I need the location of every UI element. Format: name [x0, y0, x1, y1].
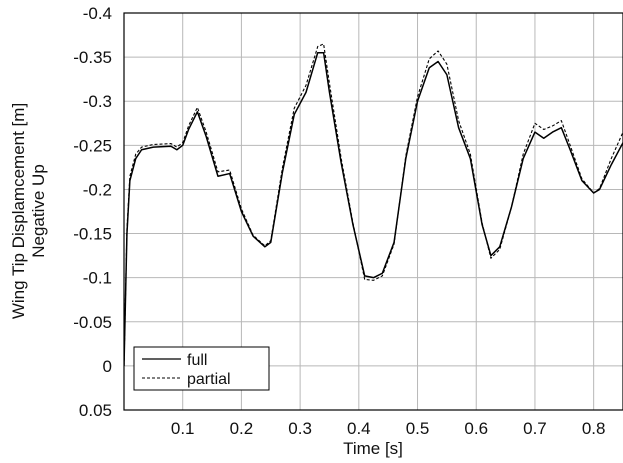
plot-frame: [123, 12, 623, 411]
y-tick-label: -0.15: [73, 225, 112, 244]
y-tick-label: -0.05: [73, 313, 112, 332]
y-tick-label: 0: [103, 357, 112, 376]
x-tick-label: 0.2: [230, 419, 254, 438]
y-tick-label: 0.05: [79, 401, 112, 420]
x-tick-label: 0.3: [288, 419, 312, 438]
y-tick-label: -0.25: [73, 136, 112, 155]
y-tick-label: -0.1: [83, 269, 112, 288]
legend: full partial: [133, 346, 270, 391]
y-tick-labels: -0.4 -0.35 -0.3 -0.25 -0.2 -0.15 -0.1 -0.05 0 0.0…: [73, 4, 112, 420]
y-axis-label: Wing Tip Displamcement [m]: [9, 103, 28, 319]
x-tick-label: 0.4: [347, 419, 371, 438]
series-line-full: [124, 51, 623, 366]
y-tick-label: -0.2: [83, 180, 112, 199]
legend-label-full: full: [187, 352, 207, 369]
series-group: [124, 43, 623, 366]
x-axis-label: Time [s]: [343, 439, 403, 458]
x-tick-label: 0.1: [171, 419, 195, 438]
y-tick-label: -0.35: [73, 48, 112, 67]
legend-label-partial: partial: [187, 371, 231, 388]
x-tick-labels: 0.1 0.2 0.3 0.4 0.5 0.6 0.7 0.8: [171, 419, 606, 438]
x-tick-label: 0.6: [464, 419, 488, 438]
x-tick-label: 0.7: [523, 419, 547, 438]
y-tick-label: -0.3: [83, 92, 112, 111]
x-tick-label: 0.8: [582, 419, 606, 438]
y-axis-label-secondary: Negative Up: [29, 164, 48, 258]
x-tick-label: 0.5: [406, 419, 430, 438]
legend-box: [133, 346, 270, 391]
series-line-partial: [124, 43, 623, 366]
y-tick-label: -0.4: [83, 4, 112, 23]
